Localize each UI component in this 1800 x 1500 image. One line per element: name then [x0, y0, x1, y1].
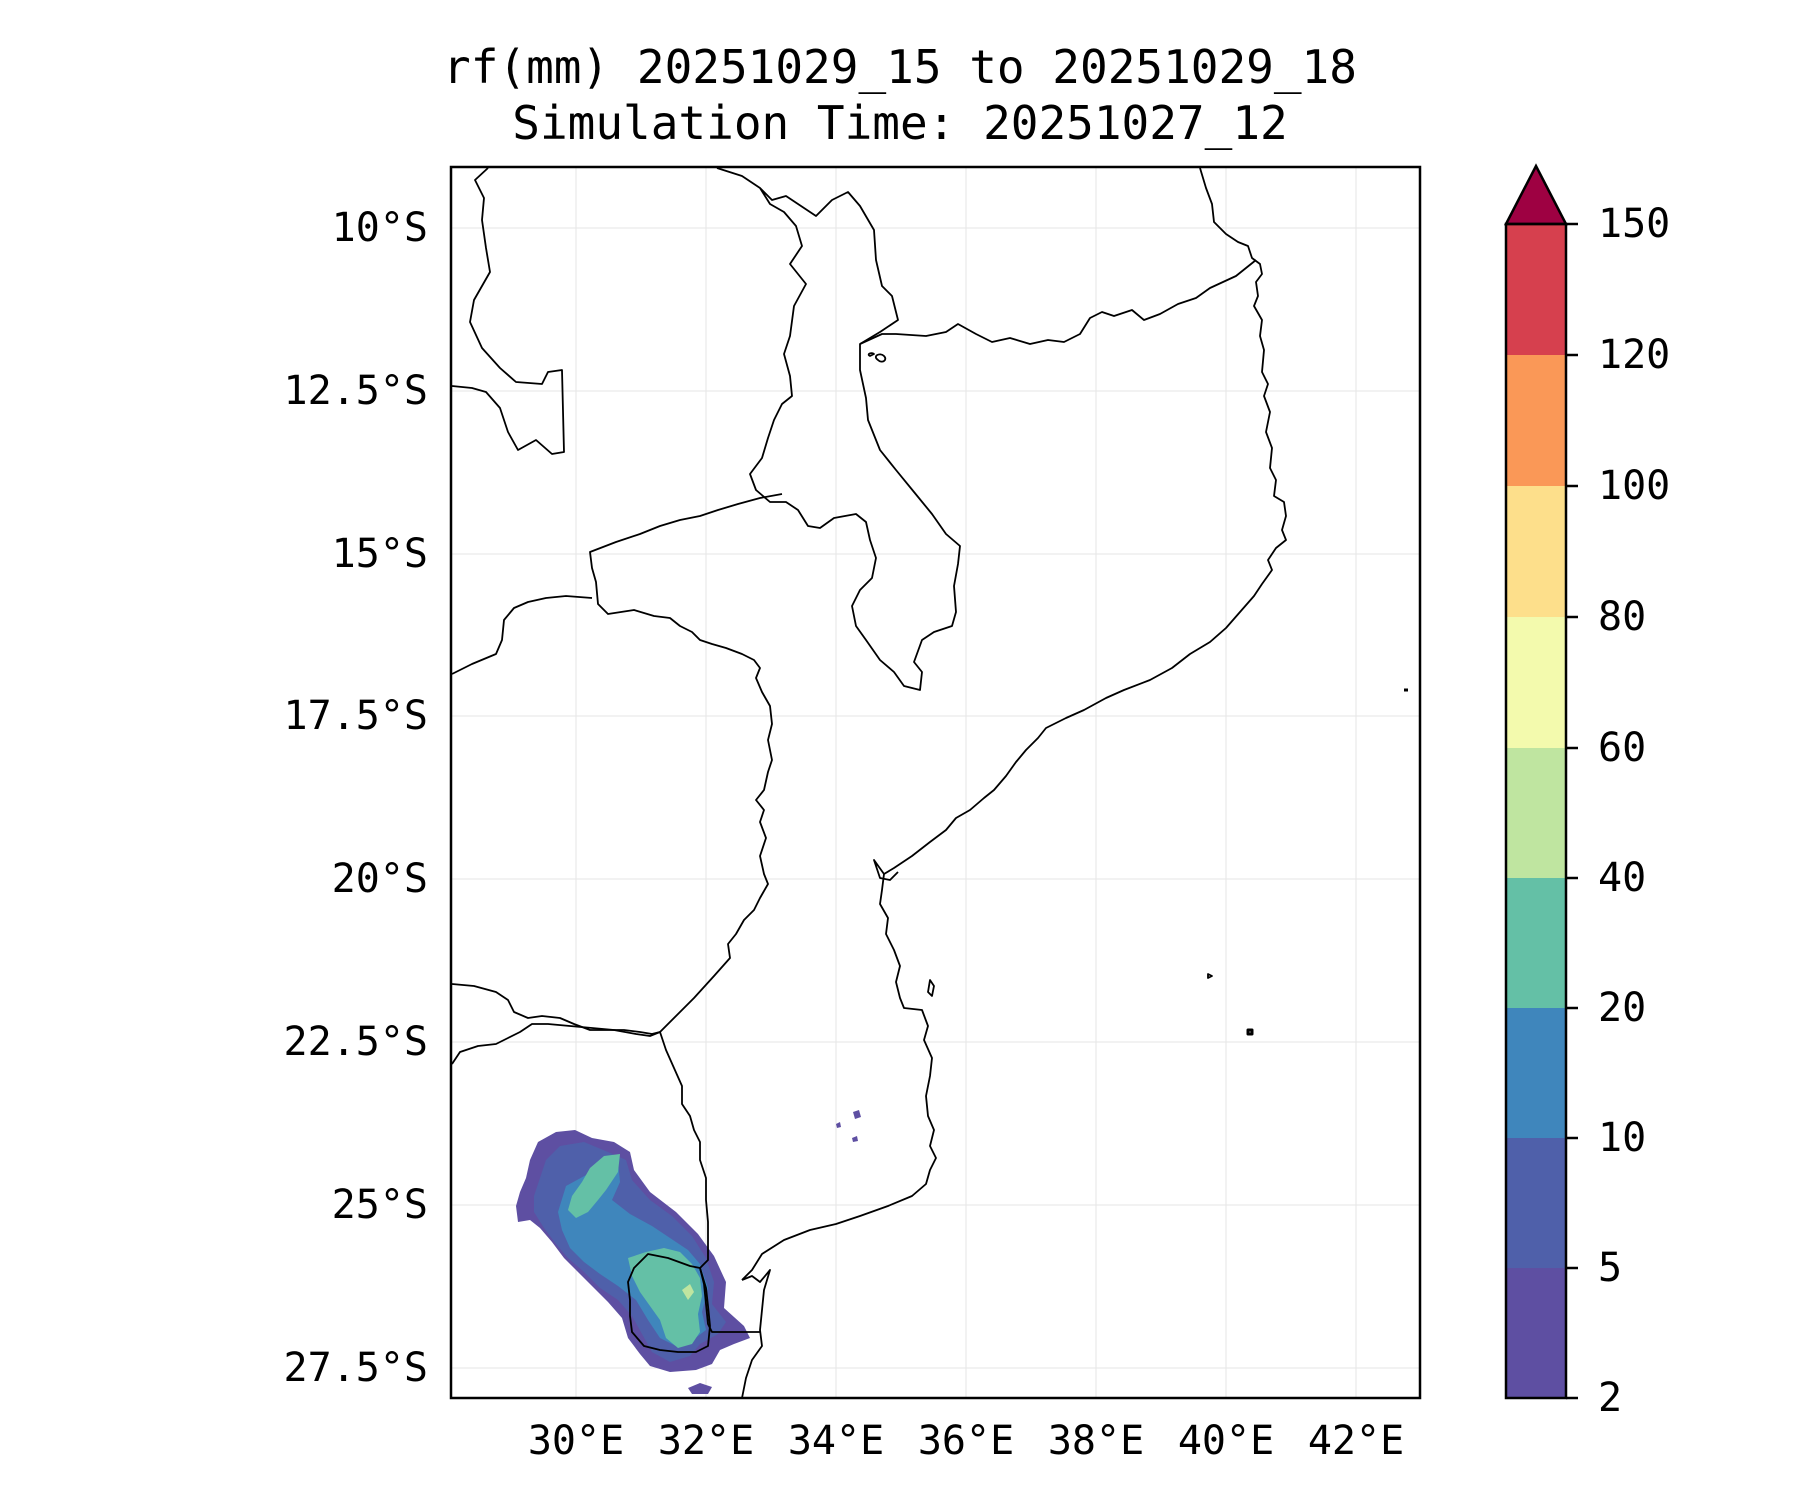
lat-tick-label: 27.5°S [283, 1345, 429, 1391]
border-zambia-zimbabwe [451, 595, 593, 675]
rain-contour-20-40-north [568, 1154, 620, 1218]
map-frame [449, 165, 1422, 1400]
lat-tick-label: 15°S [331, 531, 428, 577]
coastline-border-outline [451, 167, 565, 455]
colorbar-segment-10-20 [1506, 1008, 1566, 1138]
colorbar-segment-120-150 [1506, 224, 1566, 355]
lat-tick-label: 22.5°S [283, 1019, 429, 1065]
colorbar-tick-label: 5 [1598, 1245, 1623, 1291]
colorbar-tick-label: 60 [1598, 725, 1647, 771]
colorbar-tick-label: 40 [1598, 855, 1647, 901]
lon-tick-label: 38°E [1047, 1418, 1145, 1464]
border-botswana-zimbabwe [451, 983, 661, 1035]
border-zambia-mozambique [589, 493, 783, 1033]
island-lake-2 [867, 352, 875, 357]
colorbar-tick-label: 20 [1598, 985, 1647, 1031]
colorbar-tick-label: 80 [1598, 594, 1647, 640]
border-malawi-north [859, 259, 1257, 345]
rain-contour-20-40-south [628, 1248, 702, 1348]
colorbar-tick-label: 100 [1598, 463, 1671, 509]
country-borders [451, 167, 1408, 1399]
lon-tick-label: 42°E [1307, 1418, 1405, 1464]
border-eswatini [627, 1253, 711, 1353]
colorbar-extend-arrow [1503, 163, 1569, 226]
colorbar-tick-label: 2 [1598, 1375, 1623, 1421]
lat-tick-label: 12.5°S [283, 368, 429, 414]
lon-tick-label: 30°E [527, 1418, 625, 1464]
island-bazaruto [927, 979, 935, 997]
map-title: rf(mm) 20251029_15 to 20251029_18 [443, 40, 1357, 94]
rainfall-field [516, 1110, 861, 1394]
coastline-mozambique-maputo [741, 1269, 771, 1399]
lon-tick-label: 34°E [787, 1418, 885, 1464]
map-subtitle: Simulation Time: 20251027_12 [512, 96, 1288, 150]
colorbar [1503, 163, 1578, 1400]
rain-patch-south [688, 1383, 712, 1394]
lon-tick-label: 40°E [1177, 1418, 1275, 1464]
rain-patch-east-2 [836, 1122, 841, 1128]
colorbar-tick-marks [1566, 222, 1578, 1400]
colorbar-segment-80-100 [1506, 486, 1566, 617]
colorbar-tick-label: 150 [1598, 201, 1671, 247]
colorbar-segment-100-120 [1506, 355, 1566, 486]
lon-tick-label: 32°E [657, 1418, 755, 1464]
lat-tick-label: 25°S [331, 1182, 428, 1228]
border-tanzania-zambia-malawi [716, 167, 961, 691]
border-south-africa-mozambique [659, 1031, 760, 1333]
lat-tick-label: 17.5°S [283, 693, 429, 739]
rain-contour-40-60 [682, 1284, 694, 1300]
colorbar-segment-40-60 [1506, 748, 1566, 878]
island-juan-de-nova [1207, 973, 1213, 979]
border-south-africa-botswana [451, 1023, 661, 1065]
colorbar-frame [1504, 222, 1568, 1400]
rain-patch-east-3 [852, 1136, 858, 1142]
colorbar-segment-60-80 [1506, 617, 1566, 748]
coastline-mozambique-south [741, 873, 937, 1281]
colorbar-segment-5-10 [1506, 1138, 1566, 1268]
colorbar-segment-20-40 [1506, 878, 1566, 1008]
island-lake-1 [874, 353, 887, 363]
lat-tick-label: 20°S [331, 856, 428, 902]
colorbar-tick-label: 120 [1598, 332, 1671, 378]
rain-patch-east-1 [853, 1110, 861, 1119]
island-europa [1246, 1028, 1254, 1036]
coastline-mozambique [873, 167, 1287, 881]
colorbar-segment-2-5 [1506, 1268, 1566, 1398]
lat-tick-label: 10°S [331, 205, 428, 251]
colorbar-tick-label: 10 [1598, 1115, 1647, 1161]
lon-tick-label: 36°E [917, 1418, 1015, 1464]
